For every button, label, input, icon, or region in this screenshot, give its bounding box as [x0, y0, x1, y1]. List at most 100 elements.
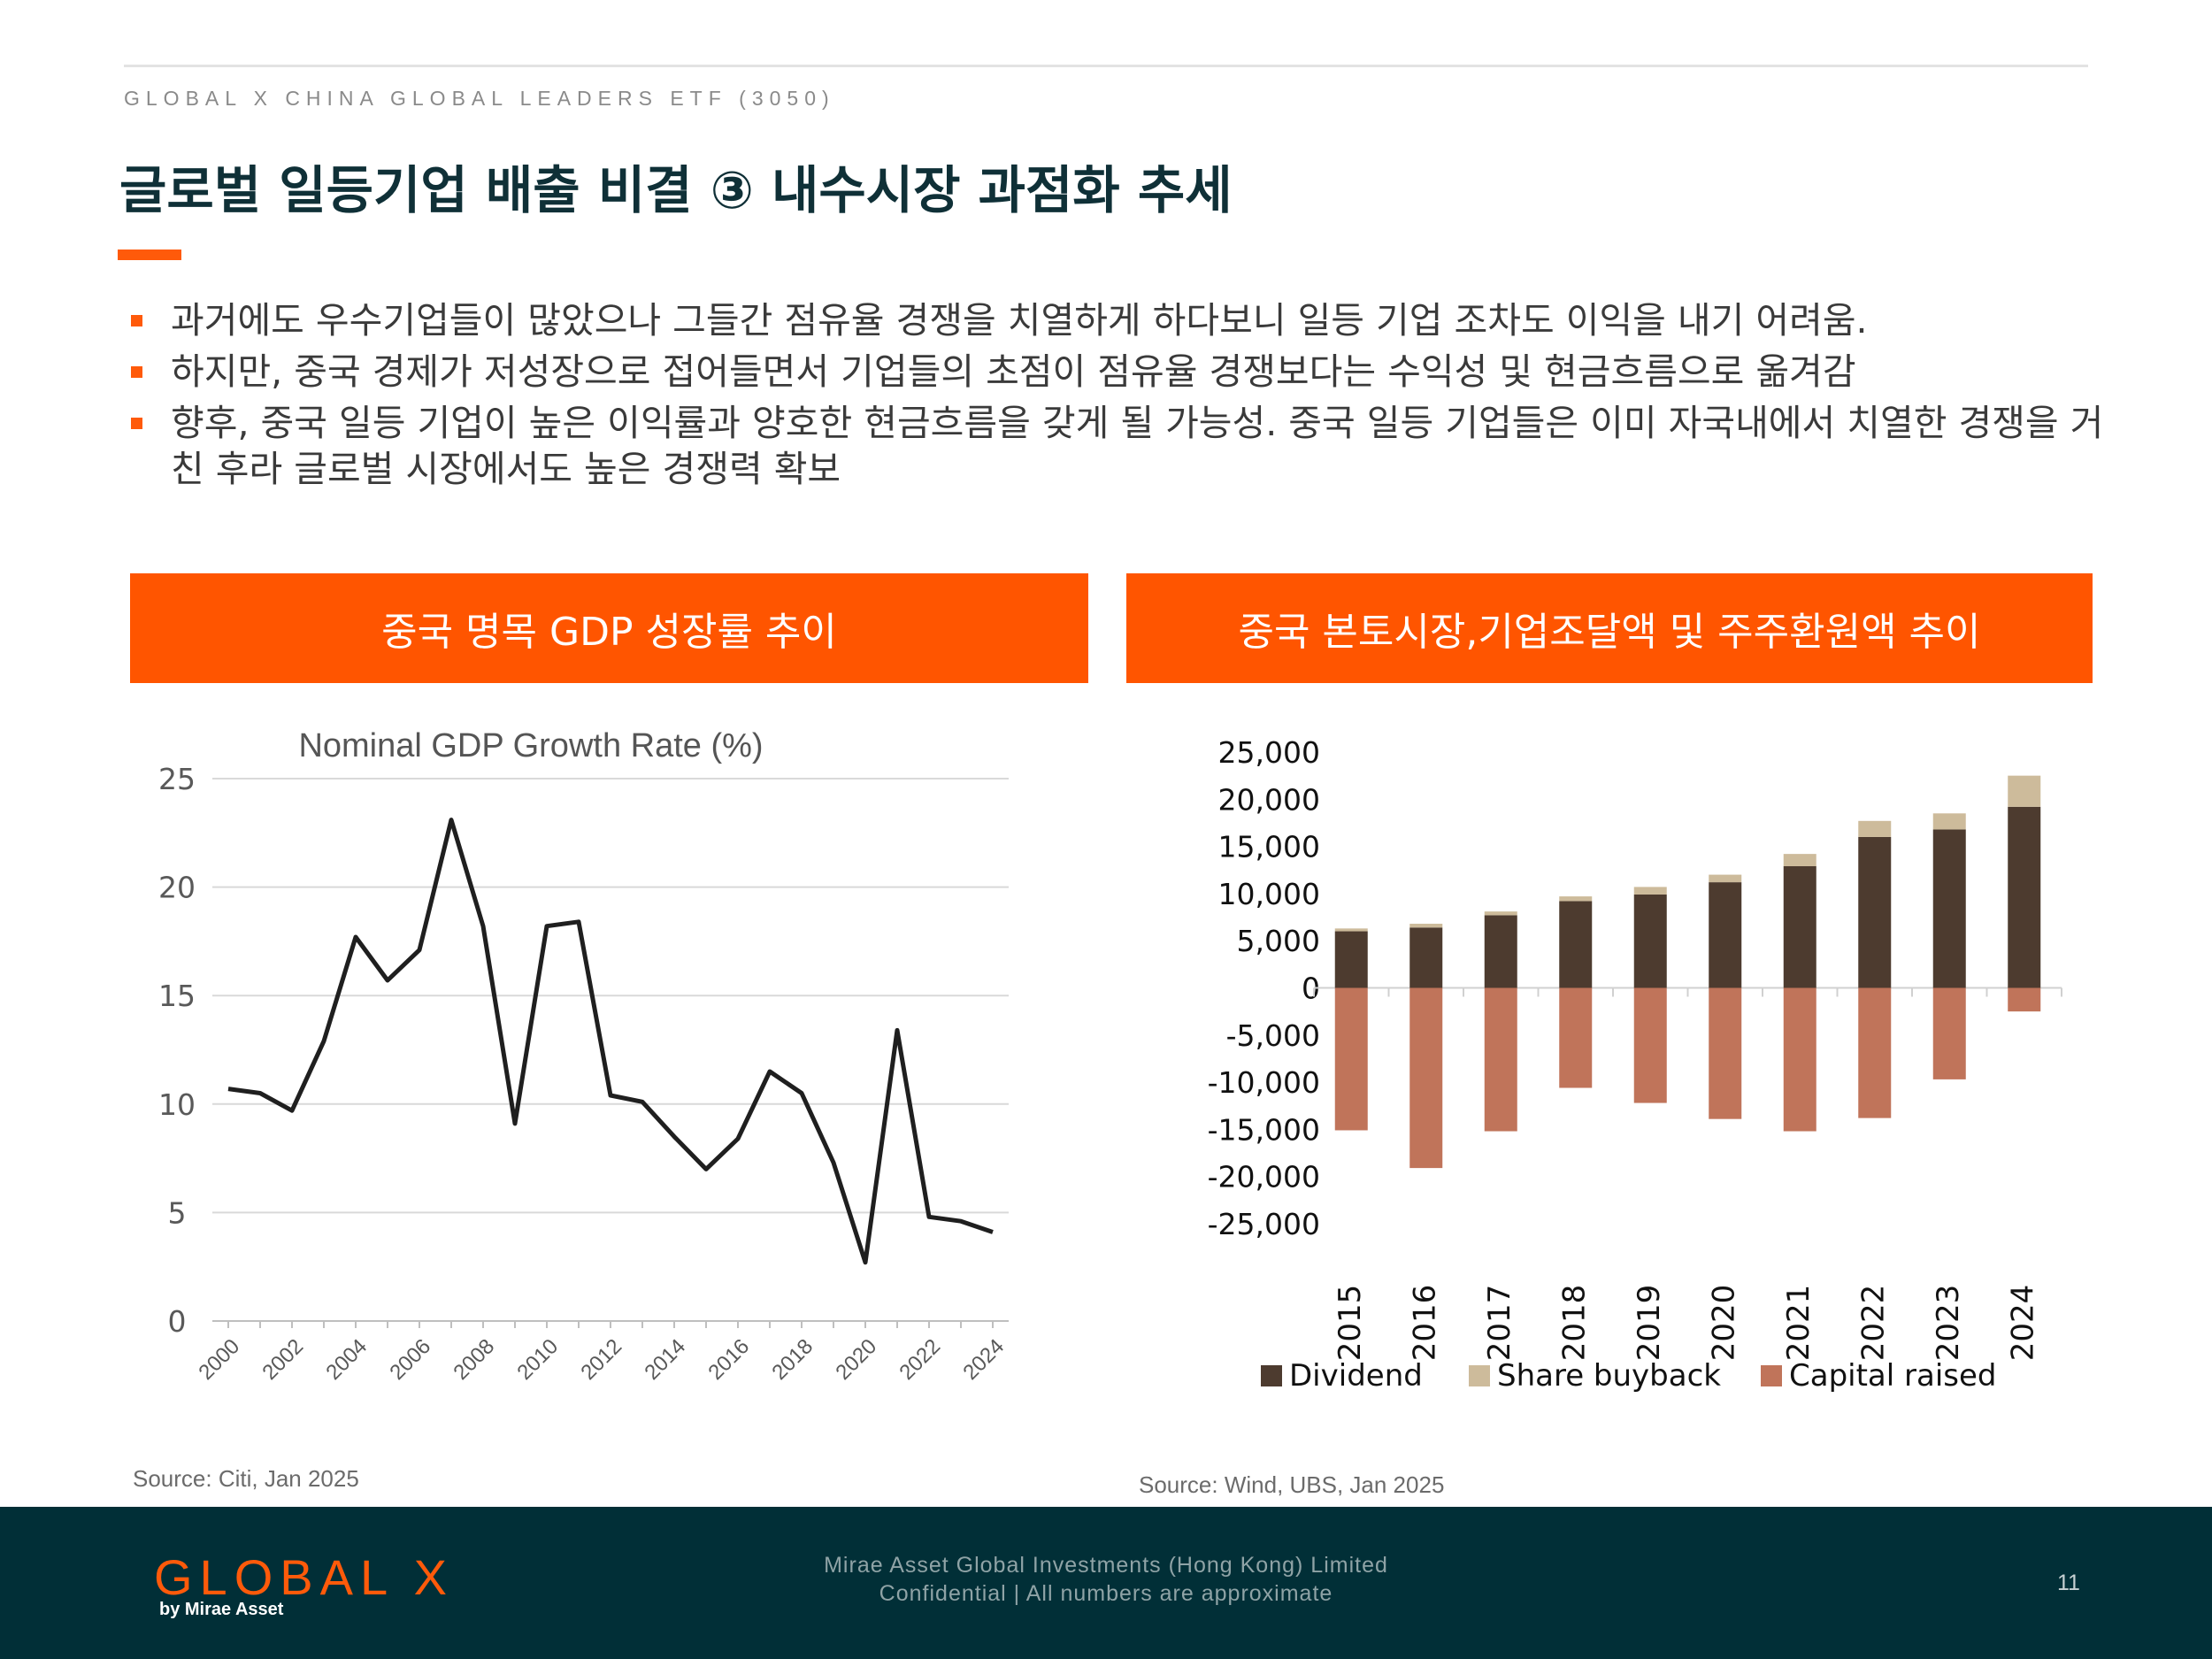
x-tick-label: 2008 — [449, 1334, 499, 1385]
bar-dividend — [1932, 829, 1966, 988]
bar-share-buyback — [1783, 854, 1816, 866]
bar-capital-raised — [1484, 987, 1517, 1132]
right-source-note: Source: Wind, UBS, Jan 2025 — [1139, 1471, 1445, 1498]
y-tick-label: 15,000 — [1218, 830, 1320, 864]
bar-dividend — [1633, 894, 1667, 988]
bar-dividend — [1709, 882, 1742, 988]
bar-capital-raised — [1409, 987, 1443, 1169]
y-tick-label: -20,000 — [1208, 1160, 1320, 1194]
bullet-list: 과거에도 우수기업들이 많았으나 그들간 점유율 경쟁을 치열하게 하다보니 일… — [131, 297, 2113, 497]
gdp-growth-line — [227, 818, 994, 1265]
legend-swatch — [1761, 1365, 1782, 1386]
footer-bar — [0, 1507, 2212, 1659]
logo-subtitle: by Mirae Asset — [159, 1600, 284, 1619]
x-tick-label: 2020 — [831, 1334, 881, 1385]
y-tick-label: 20 — [158, 871, 196, 905]
bar-share-buyback — [1334, 928, 1368, 932]
bullet-item: 하지만, 중국 경제가 저성장으로 접어들면서 기업들의 초점이 점유율 경쟁보… — [131, 349, 2113, 395]
bar-share-buyback — [2008, 775, 2041, 807]
bar-capital-raised — [1559, 987, 1593, 1088]
x-category-label: 2024 — [2005, 1285, 2040, 1362]
x-tick-label: 2014 — [640, 1334, 690, 1385]
page-title: 글로벌 일등기업 배출 비결 ③ 내수시장 과점화 추세 — [119, 160, 1233, 220]
x-tick-label: 2024 — [958, 1334, 1009, 1385]
y-tick-label: 10 — [158, 1087, 196, 1122]
x-category-label: 2018 — [1556, 1285, 1592, 1362]
bullet-square-icon — [131, 366, 142, 378]
bar-dividend — [2008, 806, 2041, 988]
legend-swatch — [1469, 1365, 1490, 1386]
bullet-text: 향후, 중국 일등 기업이 높은 이익률과 양호한 현금흐름을 갖게 될 가능성… — [171, 402, 2104, 490]
bar-dividend — [1409, 927, 1443, 988]
y-tick-label: 10,000 — [1218, 877, 1320, 911]
bar-dividend — [1559, 901, 1593, 988]
bar-capital-raised — [1783, 987, 1816, 1132]
footer-company: Mirae Asset Global Investments (Hong Kon… — [824, 1553, 1388, 1578]
page-number: 11 — [2057, 1571, 2080, 1595]
bar-share-buyback — [1559, 896, 1593, 902]
top-divider — [124, 65, 2088, 67]
fund-name-eyebrow: GLOBAL X CHINA GLOBAL LEADERS ETF (3050) — [124, 87, 835, 110]
bar-share-buyback — [1932, 813, 1966, 830]
x-category-label: 2017 — [1482, 1285, 1517, 1362]
x-category-label: 2023 — [1931, 1285, 1966, 1362]
title-accent-bar — [118, 250, 181, 260]
y-tick-label: -5,000 — [1226, 1018, 1320, 1053]
left-panel-header: 중국 명목 GDP 성장률 추이 — [130, 573, 1088, 683]
bar-share-buyback — [1409, 924, 1443, 928]
bullet-item: 향후, 중국 일등 기업이 높은 이익률과 양호한 현금흐름을 갖게 될 가능성… — [131, 400, 2113, 492]
x-category-label: 2016 — [1407, 1285, 1442, 1362]
y-tick-label: 5 — [168, 1195, 187, 1230]
bullet-square-icon — [131, 315, 142, 326]
x-tick-label: 2022 — [895, 1334, 945, 1385]
gdp-line-chart: Nominal GDP Growth Rate (%) 0 5 10 15 20 25 200… — [158, 727, 1009, 1385]
x-category-label: 2021 — [1781, 1285, 1816, 1362]
x-tick-label: 2002 — [257, 1334, 308, 1385]
bar-dividend — [1783, 865, 1816, 988]
y-tick-label: 0 — [1302, 972, 1320, 1006]
capital-bar-chart: 25,000 20,000 15,000 10,000 5,000 0 -5,000 -10,… — [1208, 735, 2062, 1394]
bullet-text: 과거에도 우수기업들이 많았으나 그들간 점유율 경쟁을 치열하게 하다보니 일… — [171, 299, 1868, 342]
x-tick-label: 2012 — [576, 1334, 626, 1385]
bullet-item: 과거에도 우수기업들이 많았으나 그들간 점유율 경쟁을 치열하게 하다보니 일… — [131, 297, 2113, 343]
bar-share-buyback — [1709, 874, 1742, 883]
y-tick-label: -10,000 — [1208, 1065, 1320, 1100]
bar-capital-raised — [1709, 987, 1742, 1119]
bar-dividend — [1858, 836, 1892, 988]
x-category-label: 2020 — [1706, 1285, 1741, 1362]
right-panel-header: 중국 본토시장,기업조달액 및 주주환원액 추이 — [1126, 573, 2093, 683]
y-tick-label: 25 — [158, 762, 196, 796]
chart-title: Nominal GDP Growth Rate (%) — [298, 727, 763, 764]
x-tick-label: 2000 — [194, 1334, 244, 1385]
y-tick-label: 20,000 — [1218, 782, 1320, 817]
x-category-label: 2019 — [1632, 1285, 1667, 1362]
bar-capital-raised — [1633, 987, 1667, 1103]
bullet-square-icon — [131, 418, 142, 429]
x-tick-label: 2010 — [512, 1334, 563, 1385]
bar-capital-raised — [1932, 987, 1966, 1079]
legend-label: Dividend — [1289, 1358, 1423, 1394]
left-source-note: Source: Citi, Jan 2025 — [133, 1465, 359, 1492]
footer-note: Confidential | All numbers are approxima… — [879, 1581, 1333, 1606]
y-tick-label: 25,000 — [1218, 735, 1320, 770]
bar-share-buyback — [1484, 911, 1517, 916]
global-x-logo: GLOBAL X — [154, 1549, 454, 1605]
y-tick-label: 15 — [158, 979, 196, 1013]
legend-swatch — [1261, 1365, 1282, 1386]
x-tick-label: 2006 — [385, 1334, 435, 1385]
footer-disclaimer: Mirae Asset Global Investments (Hong Kon… — [752, 1551, 1460, 1608]
bar-share-buyback — [1633, 887, 1667, 895]
bar-capital-raised — [1858, 987, 1892, 1118]
bar-share-buyback — [1858, 820, 1892, 837]
bar-dividend — [1484, 915, 1517, 988]
bar-capital-raised — [1334, 987, 1368, 1131]
bar-dividend — [1334, 931, 1368, 988]
bullet-text: 하지만, 중국 경제가 저성장으로 접어들면서 기업들의 초점이 점유율 경쟁보… — [171, 350, 1856, 393]
bar-capital-raised — [2008, 987, 2041, 1012]
y-tick-label: 0 — [168, 1304, 187, 1339]
x-tick-label: 2018 — [767, 1334, 818, 1385]
y-tick-label: 5,000 — [1237, 924, 1320, 958]
x-category-label: 2015 — [1333, 1285, 1368, 1362]
x-tick-label: 2016 — [703, 1334, 754, 1385]
y-tick-label: -25,000 — [1208, 1207, 1320, 1241]
